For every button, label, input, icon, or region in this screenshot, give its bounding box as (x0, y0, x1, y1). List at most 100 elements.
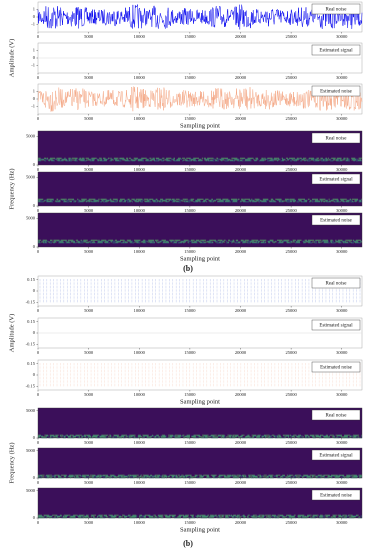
x-tick-label: 5000 (84, 520, 94, 525)
x-tick-label: 20000 (235, 249, 247, 254)
y-axis-label: Amplitude (V) (8, 39, 15, 77)
x-tick-label: 20000 (235, 75, 247, 80)
x-tick-label: 25000 (286, 249, 298, 254)
x-tick-label: 15000 (184, 440, 196, 445)
x-tick-label: 25000 (286, 520, 298, 525)
x-tick-label: 30000 (336, 480, 348, 485)
x-tick-label: 0 (37, 520, 40, 525)
y-tick-label: -1 (31, 63, 35, 68)
y-tick-label: 0 (33, 372, 36, 377)
x-tick-label: 25000 (286, 167, 298, 172)
x-tick-label: 15000 (184, 308, 196, 313)
x-tick-label: 10000 (134, 520, 146, 525)
y-axis-label: Amplitude (V) (8, 314, 15, 352)
y-tick-label: 0 (33, 475, 36, 480)
legend-box (311, 3, 361, 15)
x-tick-label: 0 (37, 75, 40, 80)
x-tick-label: 0 (37, 249, 40, 254)
x-tick-label: 20000 (235, 208, 247, 213)
x-tick-label: 0 (37, 308, 40, 313)
legend-box (311, 132, 361, 144)
x-tick-label: 0 (37, 480, 40, 485)
x-tick-label: 5000 (84, 167, 94, 172)
x-tick-label: 30000 (336, 520, 348, 525)
x-axis-label: Sampling point (180, 526, 220, 533)
x-tick-label: 0 (37, 440, 40, 445)
y-tick-label: 0.15 (27, 319, 36, 324)
x-tick-label: 20000 (235, 392, 247, 397)
x-tick-label: 30000 (336, 34, 348, 39)
x-tick-label: 25000 (286, 34, 298, 39)
y-tick-label: 0 (33, 435, 36, 440)
x-tick-label: 5000 (84, 480, 94, 485)
legend-label: Real noise (326, 281, 348, 286)
x-tick-label: 25000 (286, 116, 298, 121)
x-axis-label: Sampling point (180, 398, 220, 405)
y-axis-label: Frequency (Hz) (8, 169, 15, 210)
x-tick-label: 0 (37, 350, 40, 355)
x-tick-label: 5000 (84, 208, 94, 213)
y-tick-label: -1 (31, 22, 35, 27)
legend-box (311, 361, 361, 373)
x-tick-label: 10000 (134, 350, 146, 355)
x-tick-label: 0 (37, 167, 40, 172)
x-tick-label: 15000 (184, 75, 196, 80)
x-tick-label: 20000 (235, 440, 247, 445)
x-tick-label: 15000 (184, 520, 196, 525)
x-tick-label: 30000 (336, 75, 348, 80)
y-tick-label: 5000 (26, 216, 36, 221)
x-tick-label: 25000 (286, 350, 298, 355)
x-tick-label: 15000 (184, 480, 196, 485)
legend-box (311, 449, 361, 461)
y-tick-label: -0.15 (26, 341, 36, 346)
y-tick-label: 0 (33, 55, 36, 60)
legend-box (311, 319, 361, 331)
x-tick-label: 10000 (134, 34, 146, 39)
y-tick-label: -0.15 (26, 383, 36, 388)
spectrogram-frame (37, 487, 363, 519)
x-tick-label: 5000 (84, 308, 94, 313)
legend-label: Estimated noise (320, 89, 353, 94)
x-tick-label: 25000 (286, 75, 298, 80)
spectrogram-frame (37, 447, 363, 479)
legend-label: Estimated signal (319, 323, 353, 328)
x-tick-label: 30000 (336, 208, 348, 213)
y-tick-label: 5000 (26, 488, 36, 493)
x-tick-label: 20000 (235, 350, 247, 355)
legend-label: Estimated noise (320, 365, 353, 370)
y-tick-label: 0.15 (27, 277, 36, 282)
x-tick-label: 30000 (336, 249, 348, 254)
legend-label: Real noise (326, 136, 348, 141)
x-tick-label: 10000 (134, 440, 146, 445)
x-tick-label: 15000 (184, 116, 196, 121)
x-axis-label: Sampling point (180, 122, 220, 129)
y-tick-label: -1 (31, 104, 35, 109)
spectrogram-frame (37, 130, 363, 166)
legend-box (311, 214, 361, 226)
x-tick-label: 10000 (134, 75, 146, 80)
x-tick-label: 0 (37, 34, 40, 39)
x-tick-label: 10000 (134, 116, 146, 121)
x-tick-label: 30000 (336, 116, 348, 121)
x-tick-label: 30000 (336, 392, 348, 397)
x-tick-label: 5000 (84, 116, 94, 121)
y-tick-label: 0 (33, 96, 36, 101)
y-tick-label: 5000 (26, 448, 36, 453)
x-tick-label: 15000 (184, 34, 196, 39)
x-tick-label: 5000 (84, 249, 94, 254)
legend-box (311, 85, 361, 97)
noise-trace (37, 4, 363, 30)
x-tick-label: 5000 (84, 75, 94, 80)
x-tick-label: 10000 (134, 308, 146, 313)
legend-box (311, 409, 361, 421)
legend-label: Estimated signal (319, 453, 353, 458)
noise-trace (37, 85, 363, 112)
legend-box (311, 44, 361, 56)
legend-box (311, 173, 361, 185)
y-tick-label: 5000 (26, 408, 36, 413)
x-tick-label: 0 (37, 208, 40, 213)
x-tick-label: 30000 (336, 350, 348, 355)
spectrogram-frame (37, 407, 363, 439)
x-tick-label: 20000 (235, 116, 247, 121)
